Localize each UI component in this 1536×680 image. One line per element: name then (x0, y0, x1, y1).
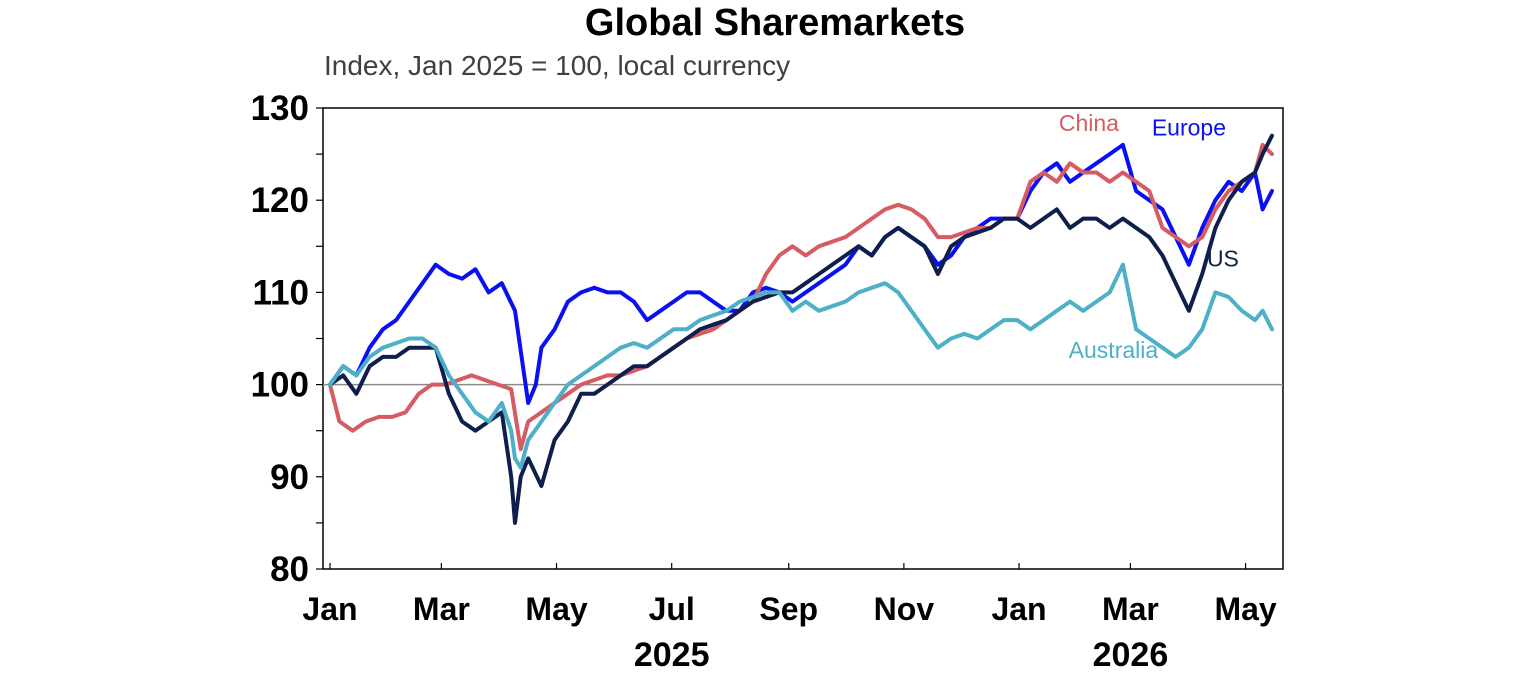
year-label: 2025 (634, 636, 710, 674)
y-tick-label: 80 (270, 550, 309, 589)
series-line-australia (328, 262, 1274, 470)
x-tick-label: Jan (991, 591, 1046, 627)
chart-title: Global Sharemarkets (584, 2, 966, 44)
series-lines (328, 133, 1274, 525)
y-tick-label: 90 (270, 458, 309, 497)
series-line-us (328, 133, 1274, 525)
year-label: 2026 (1093, 636, 1169, 674)
x-tick-label: Mar (413, 591, 470, 627)
y-tick-label: 130 (251, 89, 309, 128)
x-tick-label: Sep (759, 591, 818, 627)
x-tick-label: Nov (874, 591, 935, 627)
series-labels: Europe China US Australia (1059, 110, 1239, 363)
chart-subtitle: Index, Jan 2025 = 100, local currency (324, 50, 791, 81)
series-line-china (328, 142, 1274, 452)
x-tick-label: May (525, 591, 587, 627)
axes: 80 90 100 110 120 130 Jan Mar May Jul Sep Nov Jan Mar… (251, 89, 1284, 674)
y-tick-label: 120 (251, 181, 309, 220)
series-label-us: US (1207, 246, 1239, 272)
series-line-europe (328, 142, 1274, 405)
x-tick-label: May (1214, 591, 1276, 627)
x-tick-label: Mar (1102, 591, 1159, 627)
x-tick-label: Jul (649, 591, 695, 627)
series-label-china: China (1059, 110, 1119, 136)
series-label-europe: Europe (1152, 115, 1226, 141)
x-tick-label: Jan (302, 591, 357, 627)
y-tick-label: 100 (251, 366, 309, 405)
y-tick-label: 110 (253, 273, 309, 312)
series-label-australia: Australia (1069, 337, 1159, 363)
